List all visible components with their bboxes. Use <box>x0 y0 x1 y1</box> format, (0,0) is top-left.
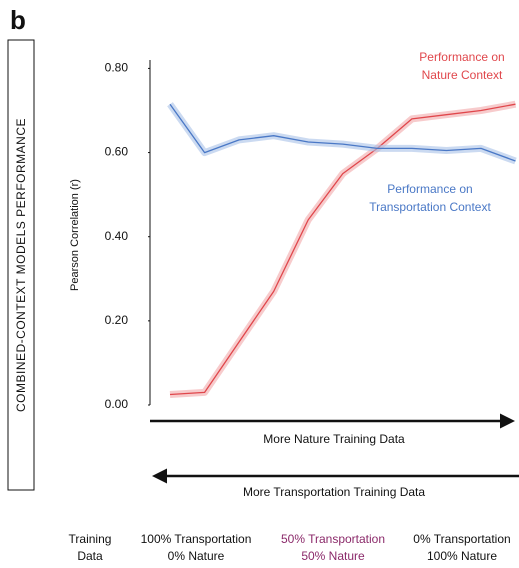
bottom-label: 100% Transportation <box>141 532 252 546</box>
y-tick-label: 0.20 <box>105 313 129 327</box>
y-tick-label: 0.60 <box>105 145 129 159</box>
bottom-label: 0% Nature <box>168 549 225 563</box>
bottom-label: Data <box>77 549 103 563</box>
y-tick-label: 0.00 <box>105 397 129 411</box>
series-label: Performance on <box>419 50 504 64</box>
series-label: Nature Context <box>422 68 503 82</box>
y-tick-label: 0.80 <box>105 61 129 75</box>
side-box <box>7 39 35 491</box>
y-axis-label: Pearson Correlation (r) <box>69 179 81 291</box>
arrow-label: More Transportation Training Data <box>243 485 425 499</box>
series-label: Performance on <box>387 182 472 196</box>
bottom-label: 50% Transportation <box>281 532 385 546</box>
bottom-label: 0% Transportation <box>413 532 510 546</box>
series-label: Transportation Context <box>369 200 491 214</box>
line <box>169 103 516 396</box>
bottom-label: 50% Nature <box>301 549 365 563</box>
line <box>169 103 516 162</box>
panel-label: b <box>10 5 26 35</box>
bottom-label: 100% Nature <box>427 549 497 563</box>
side-label: COMBINED-CONTEXT MODELS PERFORMANCE <box>14 118 28 412</box>
y-tick-label: 0.40 <box>105 229 129 243</box>
bottom-label: Training <box>69 532 112 546</box>
arrow-label: More Nature Training Data <box>263 432 405 446</box>
